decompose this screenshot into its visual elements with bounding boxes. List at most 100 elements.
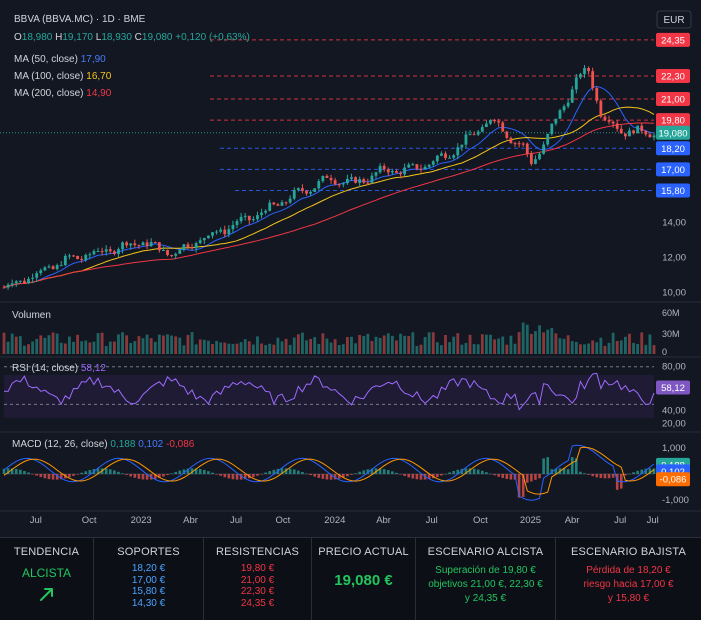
macd-histogram-bar xyxy=(570,457,574,474)
resistance-4: 24,35 € xyxy=(240,597,275,609)
candle-body xyxy=(96,251,100,253)
candle-body xyxy=(607,120,611,122)
rsi-band xyxy=(4,375,654,418)
volume-bar xyxy=(517,332,521,354)
volume-tick-label: 60M xyxy=(662,308,680,318)
level-tag[interactable] xyxy=(656,141,690,156)
level-tag[interactable] xyxy=(656,162,690,177)
macd-histogram-bar xyxy=(337,474,341,479)
macd-histogram-bar xyxy=(51,474,55,480)
volume-bar xyxy=(538,325,541,354)
macd-histogram-bar xyxy=(239,474,243,480)
macd-histogram-bar xyxy=(284,468,288,474)
macd-histogram-bar xyxy=(39,474,43,478)
volume-bar xyxy=(562,338,566,354)
volume-bar xyxy=(542,332,546,354)
level-tag[interactable] xyxy=(656,125,690,140)
candle-body xyxy=(112,251,116,254)
candle-body xyxy=(644,131,648,135)
macd-histogram-bar xyxy=(252,474,255,478)
volume-bar xyxy=(264,345,268,354)
time-tick-label: 2024 xyxy=(324,515,345,526)
bullish-line-1: Superación de 19,80 € xyxy=(435,565,536,576)
volume-bar xyxy=(583,344,586,354)
rsi-tick-label: 20,00 xyxy=(662,418,686,429)
macd-value-tag[interactable] xyxy=(656,472,690,487)
candle-body xyxy=(76,256,79,260)
trend-value: ALCISTA xyxy=(21,566,72,580)
level-tag[interactable] xyxy=(656,113,690,128)
candle-body xyxy=(513,143,517,145)
candle-body xyxy=(484,123,488,128)
volume-bar xyxy=(76,334,79,354)
candle-body xyxy=(63,255,67,266)
volume-bar xyxy=(333,339,337,354)
candle-body xyxy=(574,77,578,90)
time-tick-label: Jul xyxy=(230,515,242,526)
candle-body xyxy=(6,284,10,288)
macd-histogram-bar xyxy=(170,473,173,474)
volume-bar xyxy=(550,327,554,354)
level-tag[interactable] xyxy=(656,91,690,106)
macd-histogram-bar xyxy=(68,474,71,478)
macd-histogram-bar xyxy=(436,474,439,477)
candle-body xyxy=(198,240,202,244)
candle-body xyxy=(362,179,366,183)
volume-bar xyxy=(125,335,129,354)
volume-bar xyxy=(31,341,35,354)
volume-bar xyxy=(632,342,635,354)
volume-bar xyxy=(329,342,333,354)
macd-histogram-bar xyxy=(10,468,14,474)
volume-bar xyxy=(121,332,124,354)
candle-body xyxy=(366,182,370,184)
macd-histogram-bar xyxy=(194,468,198,474)
level-tag[interactable] xyxy=(656,183,690,198)
candle-body xyxy=(321,175,325,182)
currency-label[interactable]: EUR xyxy=(663,15,684,26)
volume-bar xyxy=(337,345,341,354)
volume-bar xyxy=(529,333,533,354)
summary-panel: TENDENCIA ALCISTA SOPORTES 18,20 € 17,00… xyxy=(0,537,701,620)
macd-tick-label: 1,000 xyxy=(662,443,686,454)
rsi-value-tag[interactable] xyxy=(656,380,690,395)
candle-body xyxy=(313,188,317,192)
volume-bar xyxy=(411,332,415,354)
macd-histogram-bar xyxy=(391,471,394,474)
level-tag[interactable] xyxy=(656,69,690,84)
volume-bar xyxy=(129,343,133,354)
macd-histogram-bar xyxy=(652,468,656,474)
volume-bar xyxy=(480,334,484,354)
macd-histogram-bar xyxy=(2,468,6,474)
level-tag[interactable] xyxy=(656,32,690,47)
ma200-legend[interactable]: MA (200, close) 14,90 xyxy=(14,88,112,99)
ma50-legend[interactable]: MA (50, close) 17,90 xyxy=(14,54,106,65)
macd-histogram-bar xyxy=(31,474,34,475)
volume-bar xyxy=(452,336,456,354)
ma100-legend[interactable]: MA (100, close) 16,70 xyxy=(14,71,112,82)
price-chart[interactable]: 14,00 12,00 10,00 60M 30M 0 80,00 20,00 40,00 1,0… xyxy=(0,0,701,537)
currency-button[interactable] xyxy=(656,10,692,29)
volume-bar xyxy=(292,337,296,354)
volume-bar xyxy=(198,339,202,354)
candle-body xyxy=(256,215,259,220)
volume-bar xyxy=(595,342,599,354)
support-4: 14,30 € xyxy=(131,597,166,609)
resistance-1: 19,80 € xyxy=(240,563,275,574)
candle-body xyxy=(583,68,586,75)
volume-bar xyxy=(68,336,71,354)
candle-body xyxy=(476,131,480,135)
macd-histogram-bar xyxy=(444,473,447,475)
candle-body xyxy=(611,121,615,124)
candle-body xyxy=(178,249,182,254)
candle-body xyxy=(141,242,145,246)
candles-layer xyxy=(2,64,656,290)
volume-bar xyxy=(358,334,362,354)
candle-body xyxy=(243,215,247,217)
volume-bar xyxy=(456,333,460,354)
candle-body xyxy=(395,171,398,173)
candle-body xyxy=(227,229,231,235)
levels-layer xyxy=(0,39,654,192)
macd-histogram-bar xyxy=(399,474,402,475)
level-tag-label: 21,00 xyxy=(661,94,685,105)
candle-body xyxy=(55,265,59,269)
